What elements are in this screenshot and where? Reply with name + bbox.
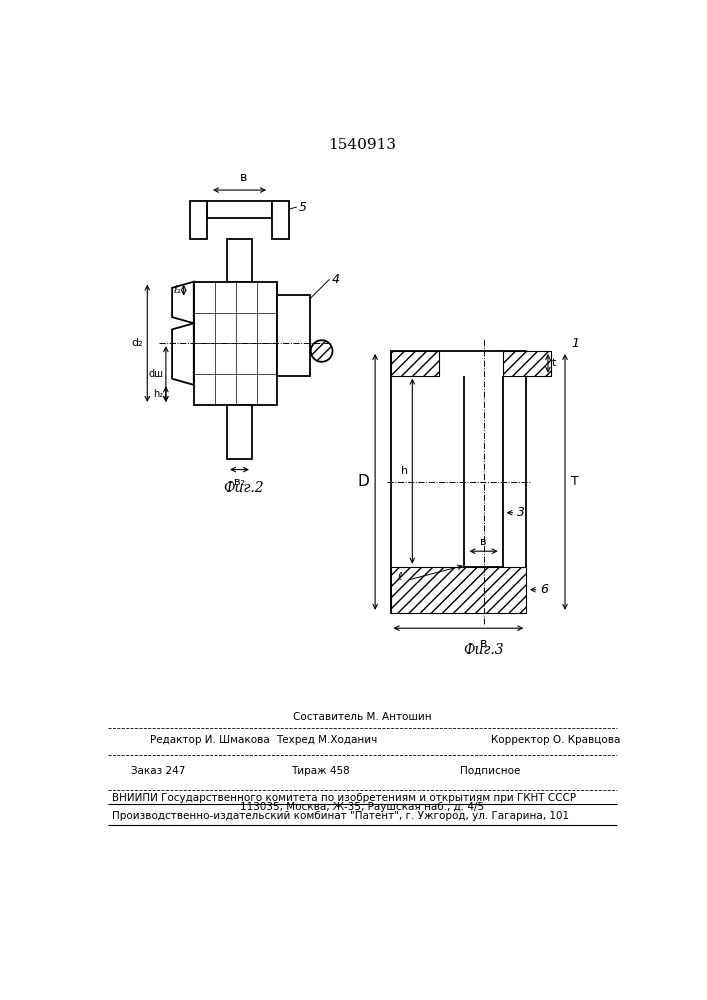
- Text: 6: 6: [540, 583, 548, 596]
- Bar: [190, 201, 207, 239]
- Text: 1: 1: [571, 337, 579, 350]
- Text: в: в: [480, 637, 487, 650]
- Text: t: t: [552, 358, 556, 368]
- Text: Заказ 247: Заказ 247: [131, 766, 185, 776]
- Bar: [227, 239, 252, 282]
- Bar: [391, 567, 526, 613]
- Text: ℓ₂: ℓ₂: [173, 285, 182, 295]
- Text: 5: 5: [298, 201, 306, 214]
- Text: T: T: [571, 475, 579, 488]
- Text: h: h: [401, 466, 408, 476]
- Text: ВНИИПИ Государственного комитета по изобретениям и открытиям при ГКНТ СССР: ВНИИПИ Государственного комитета по изоб…: [112, 793, 575, 803]
- Text: Фиг.3: Фиг.3: [463, 643, 504, 657]
- Text: dш: dш: [148, 369, 163, 379]
- Text: в: в: [240, 171, 247, 184]
- Text: Редактор И. Шмакова: Редактор И. Шмакова: [151, 735, 270, 745]
- Text: D: D: [357, 474, 369, 489]
- Text: Составитель М. Антошин: Составитель М. Антошин: [293, 712, 431, 722]
- Text: в: в: [480, 537, 487, 547]
- Text: Фиг.2: Фиг.2: [223, 481, 264, 495]
- Text: Подписное: Подписное: [460, 766, 521, 776]
- Polygon shape: [172, 323, 194, 385]
- Wedge shape: [311, 340, 332, 362]
- Bar: [194, 282, 277, 405]
- Polygon shape: [172, 282, 194, 323]
- Bar: [227, 405, 252, 459]
- Text: в₂: в₂: [234, 477, 245, 487]
- Text: h₂: h₂: [153, 389, 163, 399]
- Bar: [391, 351, 526, 613]
- Text: Корректор О. Кравцова: Корректор О. Кравцова: [491, 735, 621, 745]
- Bar: [277, 295, 310, 376]
- Bar: [272, 201, 289, 239]
- Text: d₂: d₂: [131, 338, 143, 348]
- Bar: [207, 201, 272, 218]
- Bar: [503, 351, 551, 376]
- Text: Техред М.Ходанич: Техред М.Ходанич: [276, 735, 378, 745]
- Text: Тираж 458: Тираж 458: [291, 766, 350, 776]
- Text: 113035, Москва, Ж-35, Раушская наб., д. 4/5: 113035, Москва, Ж-35, Раушская наб., д. …: [240, 802, 484, 812]
- Bar: [391, 351, 438, 376]
- Text: Производственно-издательский комбинат "Патент", г. Ужгород, ул. Гагарина, 101: Производственно-издательский комбинат "П…: [112, 811, 568, 821]
- Text: 4: 4: [332, 273, 340, 286]
- Text: 1540913: 1540913: [328, 138, 396, 152]
- Text: 3: 3: [517, 506, 525, 519]
- Text: ℓ: ℓ: [397, 572, 402, 582]
